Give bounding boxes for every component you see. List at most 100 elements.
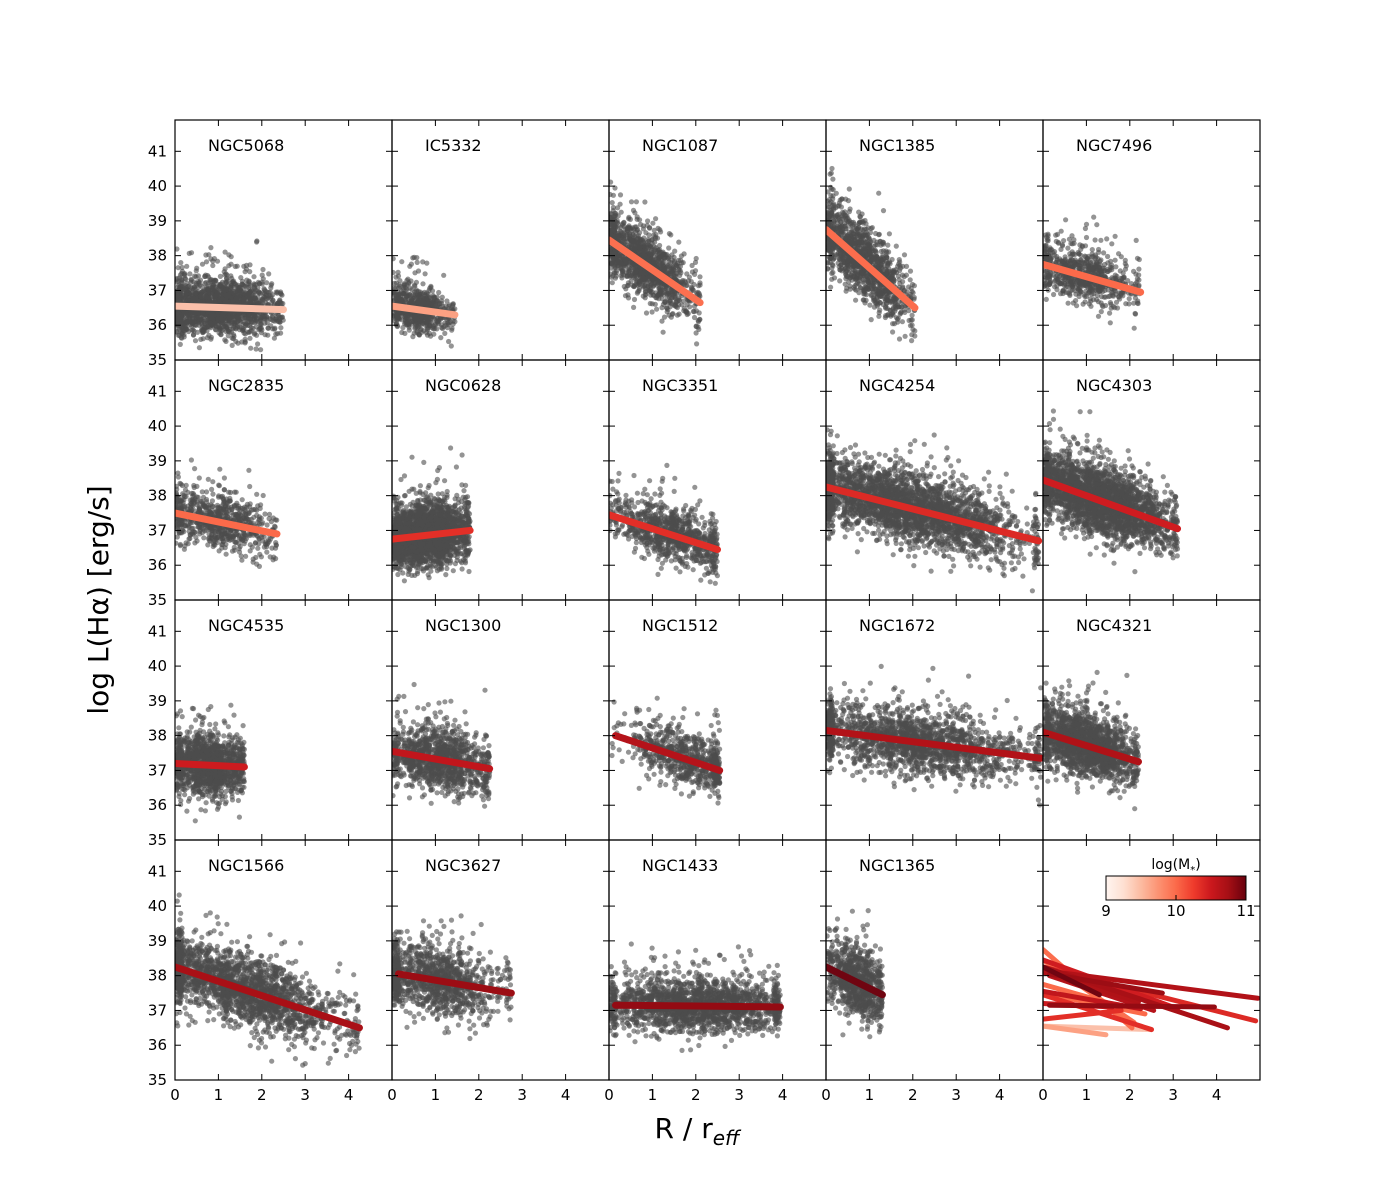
data-point: [207, 324, 213, 330]
data-point: [187, 271, 193, 277]
data-point: [393, 274, 399, 280]
data-point: [247, 335, 253, 341]
data-point: [195, 273, 201, 279]
y-tick-label: 37: [148, 281, 167, 299]
data-point: [392, 256, 396, 262]
data-point: [896, 257, 902, 263]
data-point: [692, 271, 698, 277]
data-point: [609, 214, 613, 220]
data-point: [413, 316, 419, 322]
data-point: [424, 260, 430, 266]
data-point: [631, 304, 637, 310]
data-point: [676, 239, 682, 245]
data-point: [212, 297, 218, 303]
panel-label: NGC1087: [642, 136, 718, 155]
data-point: [696, 310, 702, 316]
data-point: [614, 255, 620, 261]
data-point: [434, 298, 440, 304]
data-point: [241, 311, 247, 317]
data-point: [229, 342, 235, 348]
data-point: [179, 264, 185, 271]
data-point: [652, 234, 659, 240]
data-point: [266, 271, 272, 277]
fit-line-ngc5068: [175, 302, 287, 314]
data-point: [191, 328, 197, 334]
data-point: [182, 271, 188, 277]
data-point: [199, 321, 205, 327]
data-point: [610, 204, 617, 211]
data-point: [255, 341, 261, 347]
data-point: [912, 328, 918, 334]
data-point: [204, 335, 210, 341]
data-point: [681, 298, 687, 304]
data-point: [422, 271, 428, 277]
data-point: [192, 273, 198, 279]
data-point: [208, 245, 214, 251]
fit-line-ngc1087: [609, 236, 704, 307]
data-point: [909, 312, 915, 318]
data-point: [648, 289, 654, 295]
data-point: [199, 261, 206, 267]
data-point: [262, 332, 268, 338]
data-point: [448, 343, 454, 349]
data-point: [203, 279, 209, 286]
data-point: [658, 286, 664, 292]
data-point: [251, 331, 257, 337]
data-point: [620, 233, 626, 239]
data-point: [412, 325, 418, 331]
data-point: [175, 329, 180, 335]
data-point: [423, 320, 429, 326]
data-point: [228, 323, 234, 329]
data-point: [400, 286, 406, 292]
data-point: [175, 265, 181, 271]
data-point: [260, 313, 266, 320]
data-point: [688, 279, 694, 285]
data-point: [632, 224, 638, 230]
data-point: [267, 289, 273, 295]
data-point: [902, 333, 908, 339]
data-point: [197, 277, 204, 283]
data-point: [260, 300, 266, 306]
data-point: [873, 242, 879, 248]
data-point: [402, 330, 408, 336]
data-point: [183, 276, 189, 282]
data-point: [651, 244, 657, 250]
data-point: [693, 255, 699, 262]
data-point: [910, 290, 916, 296]
y-tick-label: 36: [148, 316, 167, 334]
data-point: [253, 298, 259, 304]
data-point: [887, 307, 893, 313]
data-point: [860, 227, 866, 233]
data-point: [657, 227, 663, 233]
data-point: [651, 227, 657, 233]
data-point: [613, 270, 619, 276]
data-point: [175, 319, 180, 326]
data-point: [206, 274, 212, 280]
data-point: [270, 326, 276, 332]
data-point: [218, 292, 224, 298]
data-point: [247, 262, 253, 268]
data-point: [446, 338, 452, 345]
data-point: [254, 238, 260, 244]
data-point: [625, 295, 632, 301]
data-point: [632, 245, 638, 251]
data-point: [645, 237, 651, 243]
data-point: [259, 272, 265, 278]
data-point: [653, 216, 659, 222]
data-point: [264, 280, 270, 286]
data-point: [259, 327, 265, 333]
data-point: [225, 278, 231, 284]
data-point: [674, 312, 681, 318]
data-point: [678, 270, 684, 276]
data-point: [242, 339, 248, 345]
data-point: [839, 196, 845, 202]
data-point: [435, 319, 441, 325]
data-point: [697, 274, 703, 280]
data-point: [628, 199, 635, 205]
data-point: [664, 309, 670, 315]
data-point: [439, 294, 445, 300]
data-point: [684, 302, 690, 308]
data-point: [609, 200, 615, 206]
panel-ic5332: IC5332: [391, 119, 610, 361]
